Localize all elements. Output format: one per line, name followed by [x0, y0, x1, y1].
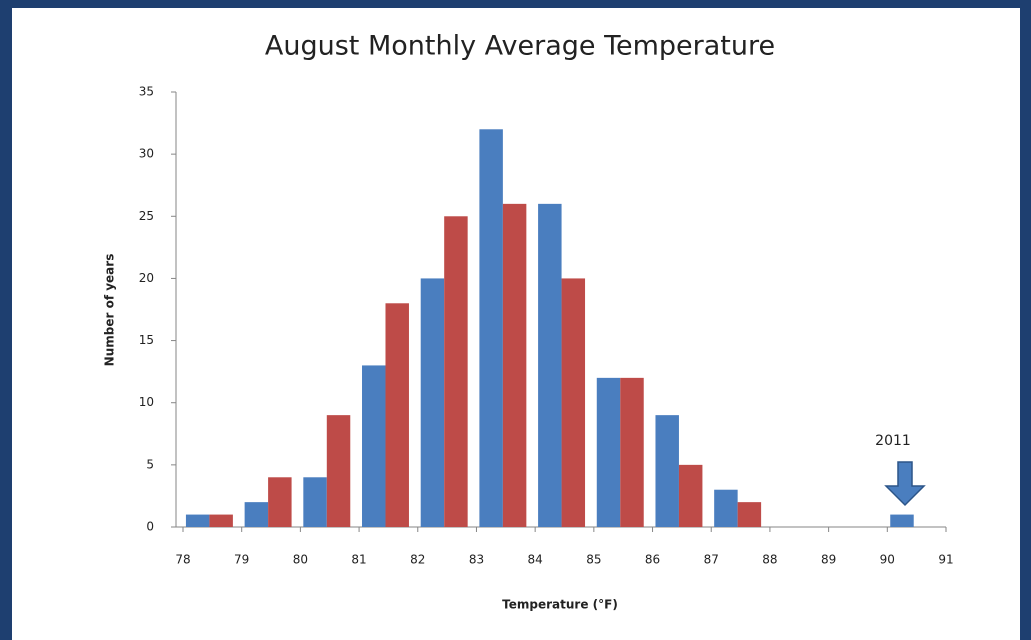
- x-tick-label: 84: [528, 553, 543, 567]
- chart-title: August Monthly Average Temperature: [265, 31, 775, 62]
- x-tick-label: 91: [938, 553, 953, 567]
- bar: [268, 477, 292, 527]
- bar: [655, 415, 679, 527]
- y-tick-label: 20: [139, 271, 154, 285]
- y-tick-label: 30: [139, 147, 154, 161]
- bar: [479, 129, 503, 528]
- x-tick-label: 86: [645, 553, 660, 567]
- bar: [678, 464, 703, 527]
- bar: [303, 477, 327, 527]
- y-tick-label: 10: [139, 395, 154, 409]
- bar: [244, 502, 269, 527]
- x-tick-label: 79: [234, 553, 249, 567]
- y-tick-label: 25: [139, 209, 154, 223]
- bar: [714, 489, 738, 527]
- x-tick-label: 83: [469, 553, 484, 567]
- bar: [362, 365, 386, 527]
- y-tick-label: 15: [139, 333, 154, 347]
- bar: [561, 278, 586, 527]
- y-tick-label: 0: [146, 520, 154, 534]
- bar: [326, 415, 351, 527]
- annotation: 2011: [875, 433, 911, 449]
- bar: [502, 203, 527, 527]
- bar: [596, 377, 621, 527]
- bar: [737, 502, 762, 527]
- x-tick-label: 82: [410, 553, 425, 567]
- bar: [538, 203, 562, 527]
- y-tick-label: 5: [146, 457, 154, 471]
- x-axis-label: Temperature (°F): [502, 598, 618, 612]
- bar: [620, 377, 644, 527]
- x-tick-label: 85: [586, 553, 601, 567]
- bar: [209, 514, 233, 527]
- bar: [420, 278, 445, 527]
- x-tick-label: 81: [351, 553, 366, 567]
- y-tick-label: 35: [139, 85, 154, 99]
- bar: [385, 303, 409, 527]
- bar: [890, 514, 914, 527]
- x-tick-label: 87: [704, 553, 719, 567]
- x-tick-label: 90: [880, 553, 895, 567]
- x-tick-label: 78: [175, 553, 190, 567]
- bar: [444, 216, 468, 528]
- annotation-arrow: [884, 461, 926, 507]
- x-tick-label: 80: [293, 553, 308, 567]
- x-tick-label: 88: [762, 553, 777, 567]
- y-axis-label: Number of years: [103, 254, 117, 367]
- bar: [185, 514, 210, 527]
- x-tick-label: 89: [821, 553, 836, 567]
